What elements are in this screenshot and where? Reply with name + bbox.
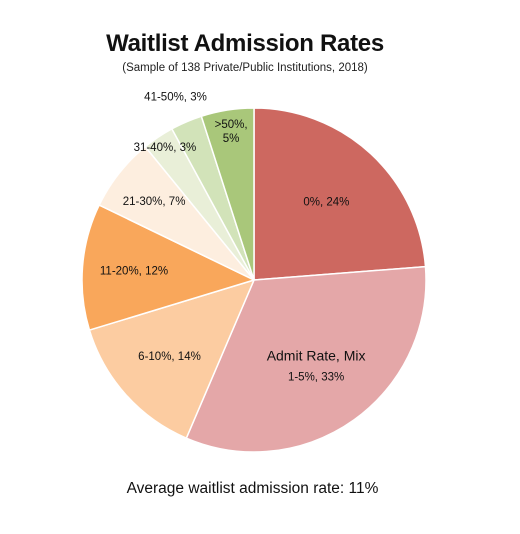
pie-slice-1-5: [185, 265, 427, 453]
chart-title: Waitlist Admission Rates: [106, 30, 384, 57]
slice-label-0: 0%, 24%: [303, 197, 349, 209]
slice-label-7: >50%, 5%: [215, 119, 248, 145]
slice-label-5: 31-40%, 3%: [134, 142, 197, 154]
slice-label-3: 11-20%, 12%: [100, 266, 168, 278]
pie-slice-11-20: [81, 204, 257, 332]
slice-label-1: Admit Rate, Mix 1-5%, 33%: [267, 348, 366, 384]
pie-slices: [81, 107, 427, 453]
pie-labels: 0%, 24% Admit Rate, Mix 1-5%, 33% 6-10%, 14…: [100, 92, 366, 384]
pie-slice-6-10: [88, 278, 256, 440]
average-admission-rate: Average waitlist admission rate: 11%: [126, 480, 379, 497]
slice-label-4: 21-30%, 7%: [123, 196, 186, 208]
pie-slice-0: [253, 107, 427, 281]
slice-label-2: 6-10%, 14%: [138, 351, 201, 363]
pie-slice-50: [200, 107, 255, 281]
chart-subtitle: (Sample of 138 Private/Public Institutio…: [122, 62, 368, 74]
slice-label-6: 41-50%, 3%: [144, 92, 207, 104]
